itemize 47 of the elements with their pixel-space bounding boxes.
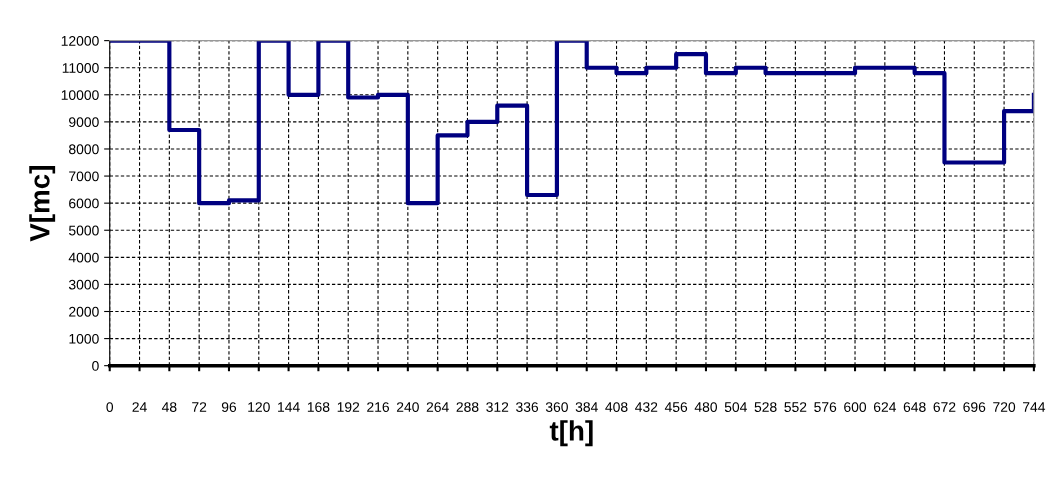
x-tick-label: 0 [106,402,114,412]
x-tick-label: 288 [456,402,479,412]
x-tick-label: 408 [605,402,628,412]
y-tick-label: 4000 [68,252,99,263]
y-tick-label: 5000 [68,225,99,236]
x-tick-label: 432 [635,402,658,412]
x-tick-label: 720 [993,402,1016,412]
x-tick-label: 360 [545,402,568,412]
x-tick-label: 744 [1023,402,1046,412]
x-tick-label: 672 [933,402,956,412]
x-tick-label: 456 [664,402,688,412]
y-tick-label: 10000 [61,90,99,100]
x-tick-label: 24 [132,402,147,412]
x-tick-label: 600 [844,402,867,412]
x-tick-label: 72 [192,402,207,412]
x-tick-label: 624 [873,402,897,412]
x-tick-label: 648 [903,402,926,412]
x-tick-label: 552 [784,402,807,412]
x-tick-label: 312 [486,402,509,412]
x-tick-label: 336 [516,402,539,412]
x-tick-label: 48 [161,402,177,412]
y-tick-label: 0 [92,361,99,371]
y-tick-label: 7000 [69,171,99,182]
x-tick-label: 528 [754,402,777,412]
x-tick-label: 216 [367,402,390,412]
y-tick-label: 11000 [62,63,99,73]
y-tick-label: 3000 [68,279,99,290]
x-tick-label: 480 [694,402,718,412]
x-tick-label: 264 [426,402,449,412]
y-tick-label: 6000 [69,198,99,209]
y-tick-label: 12000 [61,35,99,46]
x-tick-label: 696 [963,402,986,412]
x-tick-label: 144 [278,402,300,412]
x-tick-label: 192 [337,402,360,412]
x-tick-label: 120 [248,402,270,412]
y-axis-title: V[mc] [29,166,56,242]
x-tick-label: 168 [307,402,330,412]
x-tick-label: 576 [814,402,837,412]
y-tick-label: 9000 [69,117,99,128]
y-tick-label: 2000 [69,306,99,317]
x-tick-label: 96 [221,402,237,412]
x-tick-label: 504 [724,402,747,412]
x-tick-label: 384 [575,402,598,412]
x-tick-label: 240 [396,402,419,412]
x-axis-title: t[h] [549,420,593,447]
y-tick-label: 8000 [69,144,99,155]
y-tick-label: 1000 [69,333,99,344]
